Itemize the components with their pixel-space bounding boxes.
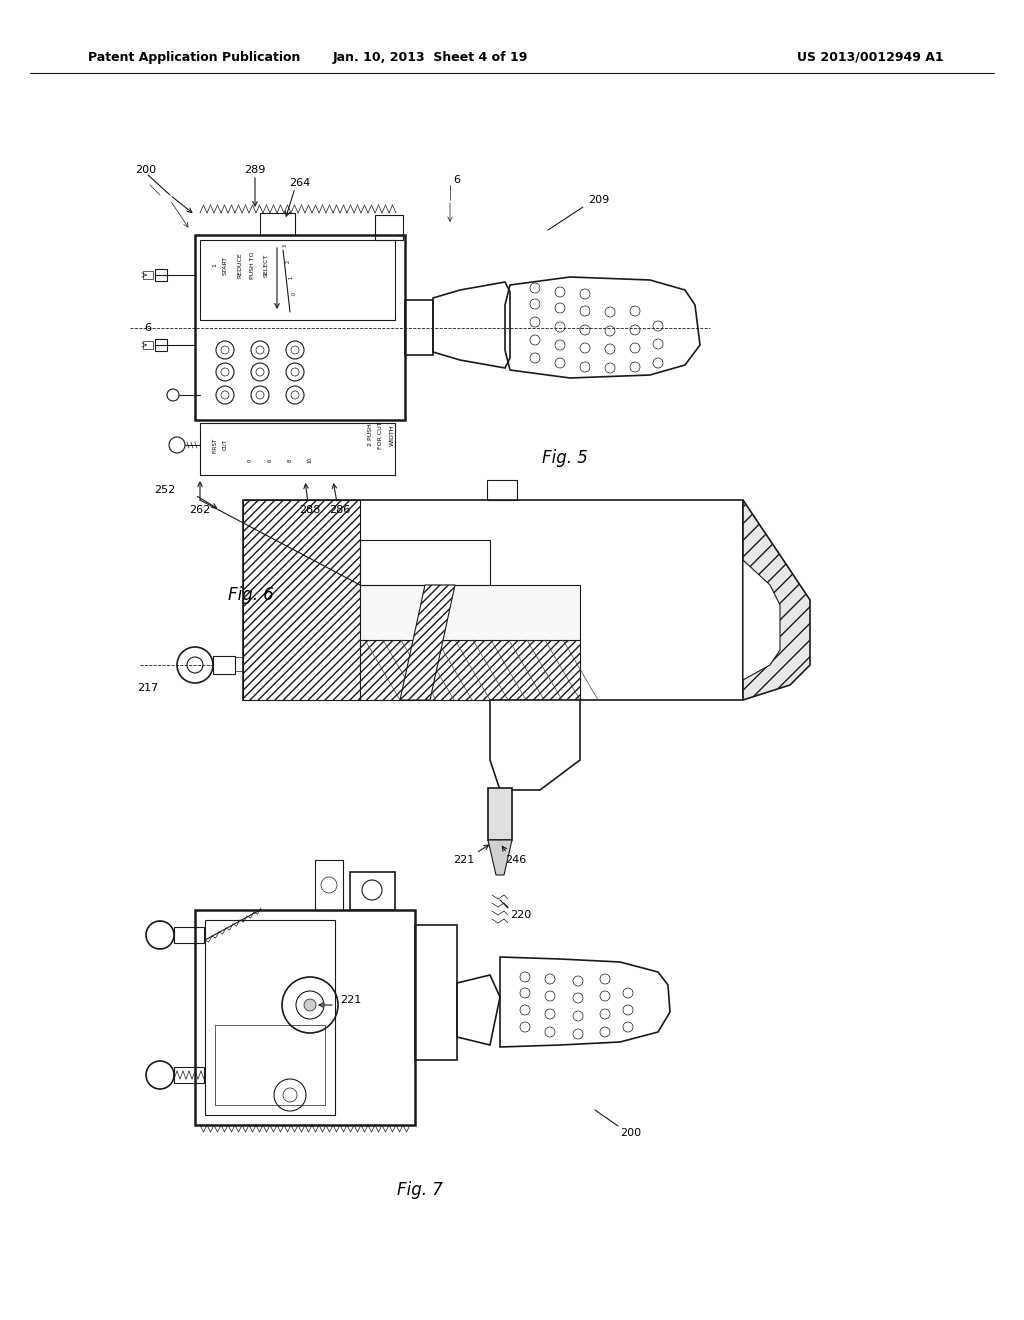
Text: 6: 6 [454, 176, 461, 185]
Bar [174, 1067, 204, 1082]
Bar [260, 213, 295, 235]
Text: 2 PUSH: 2 PUSH [368, 424, 373, 446]
Text: PUSH TO: PUSH TO [251, 251, 256, 279]
Bar [195, 235, 406, 420]
Bar [360, 540, 490, 585]
Bar [155, 269, 167, 281]
Bar [213, 656, 234, 675]
Circle shape [304, 999, 316, 1011]
Text: Jan. 10, 2013  Sheet 4 of 19: Jan. 10, 2013 Sheet 4 of 19 [333, 50, 527, 63]
Text: START: START [222, 256, 227, 275]
Text: 0: 0 [292, 292, 297, 294]
Text: 262: 262 [189, 506, 211, 515]
Text: 264: 264 [290, 178, 310, 187]
Bar [155, 339, 167, 351]
Text: US 2013/0012949 A1: US 2013/0012949 A1 [797, 50, 943, 63]
Polygon shape [743, 560, 780, 680]
Bar [205, 920, 335, 1115]
Bar [174, 927, 204, 942]
Bar [215, 1026, 325, 1105]
Text: 1: 1 [213, 263, 217, 267]
Bar [488, 788, 512, 840]
Bar [406, 300, 433, 355]
Text: 6: 6 [267, 458, 272, 462]
Text: 288: 288 [299, 506, 321, 515]
Text: 200: 200 [135, 165, 156, 176]
Text: Fig. 7: Fig. 7 [397, 1181, 443, 1199]
Bar [243, 500, 743, 700]
Bar [234, 657, 243, 671]
Text: 246: 246 [505, 855, 526, 865]
Text: Fig. 5: Fig. 5 [542, 449, 588, 467]
Bar [487, 480, 517, 500]
Text: WIDTH: WIDTH [389, 424, 394, 446]
Text: REDUCE: REDUCE [238, 252, 243, 279]
Polygon shape [360, 640, 580, 700]
Bar [200, 422, 395, 475]
Text: 286: 286 [330, 506, 350, 515]
Bar [143, 341, 153, 348]
Text: 217: 217 [137, 682, 159, 693]
Text: 221: 221 [340, 995, 361, 1005]
Text: Patent Application Publication: Patent Application Publication [88, 50, 300, 63]
Text: CUT: CUT [222, 440, 227, 450]
Polygon shape [743, 500, 810, 700]
Polygon shape [488, 840, 512, 875]
Polygon shape [490, 700, 580, 789]
Text: 0: 0 [248, 458, 253, 462]
Bar [360, 585, 580, 640]
Text: 8: 8 [288, 458, 293, 462]
Text: 209: 209 [588, 195, 609, 205]
Text: 221: 221 [453, 855, 474, 865]
Bar [315, 861, 343, 909]
Bar [375, 215, 403, 240]
Text: FOR CUT: FOR CUT [379, 421, 384, 449]
Text: 2: 2 [286, 260, 291, 263]
Bar [415, 925, 457, 1060]
Text: 200: 200 [620, 1129, 641, 1138]
Text: 6: 6 [144, 323, 152, 333]
Polygon shape [243, 500, 360, 700]
Text: 289: 289 [245, 165, 265, 176]
Polygon shape [400, 585, 455, 700]
Bar [143, 271, 153, 279]
Bar [350, 873, 395, 909]
Text: Fig. 6: Fig. 6 [228, 586, 273, 605]
Bar [195, 909, 415, 1125]
Text: 3: 3 [283, 243, 288, 247]
Text: FIRST: FIRST [213, 437, 217, 453]
Text: SELECT: SELECT [263, 253, 268, 277]
Text: 220: 220 [510, 909, 531, 920]
Bar [200, 240, 395, 319]
Text: 252: 252 [154, 484, 175, 495]
Text: 10: 10 [307, 457, 312, 463]
Text: 1: 1 [289, 276, 294, 279]
